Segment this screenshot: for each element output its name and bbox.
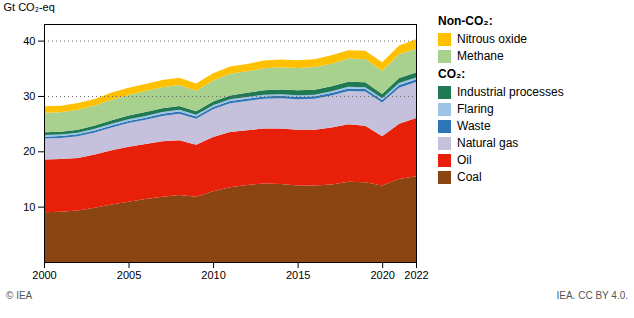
html-text:Flaring: Flaring: [457, 102, 494, 116]
svg-text:2020: 2020: [370, 269, 394, 281]
svg-text:2000: 2000: [32, 269, 56, 281]
svg-text:2010: 2010: [201, 269, 225, 281]
svg-text:2005: 2005: [117, 269, 141, 281]
svg-text:40: 40: [23, 35, 35, 47]
svg-text:10: 10: [23, 201, 35, 213]
svg-text:Gt CO₂-eq: Gt CO₂-eq: [4, 1, 55, 13]
html-text:Methane: Methane: [457, 49, 504, 63]
html-text:© IEA: © IEA: [6, 290, 33, 301]
html-text:Coal: Coal: [457, 170, 482, 184]
html-text:IEA. CC BY 4.0.: IEA. CC BY 4.0.: [556, 290, 628, 301]
html-text:Natural gas: Natural gas: [457, 136, 519, 150]
html-text:Non-CO₂:: Non-CO₂:: [438, 14, 493, 28]
html-text:Nitrous oxide: Nitrous oxide: [457, 32, 527, 46]
html-text:Waste: Waste: [457, 119, 491, 133]
html-text:Oil: Oil: [457, 153, 472, 167]
html-text:CO₂:: CO₂:: [438, 67, 466, 81]
svg-text:20: 20: [23, 145, 35, 157]
svg-text:2015: 2015: [286, 269, 310, 281]
svg-text:30: 30: [23, 90, 35, 102]
svg-text:2022: 2022: [404, 269, 428, 281]
html-text:Industrial processes: Industrial processes: [457, 85, 564, 99]
